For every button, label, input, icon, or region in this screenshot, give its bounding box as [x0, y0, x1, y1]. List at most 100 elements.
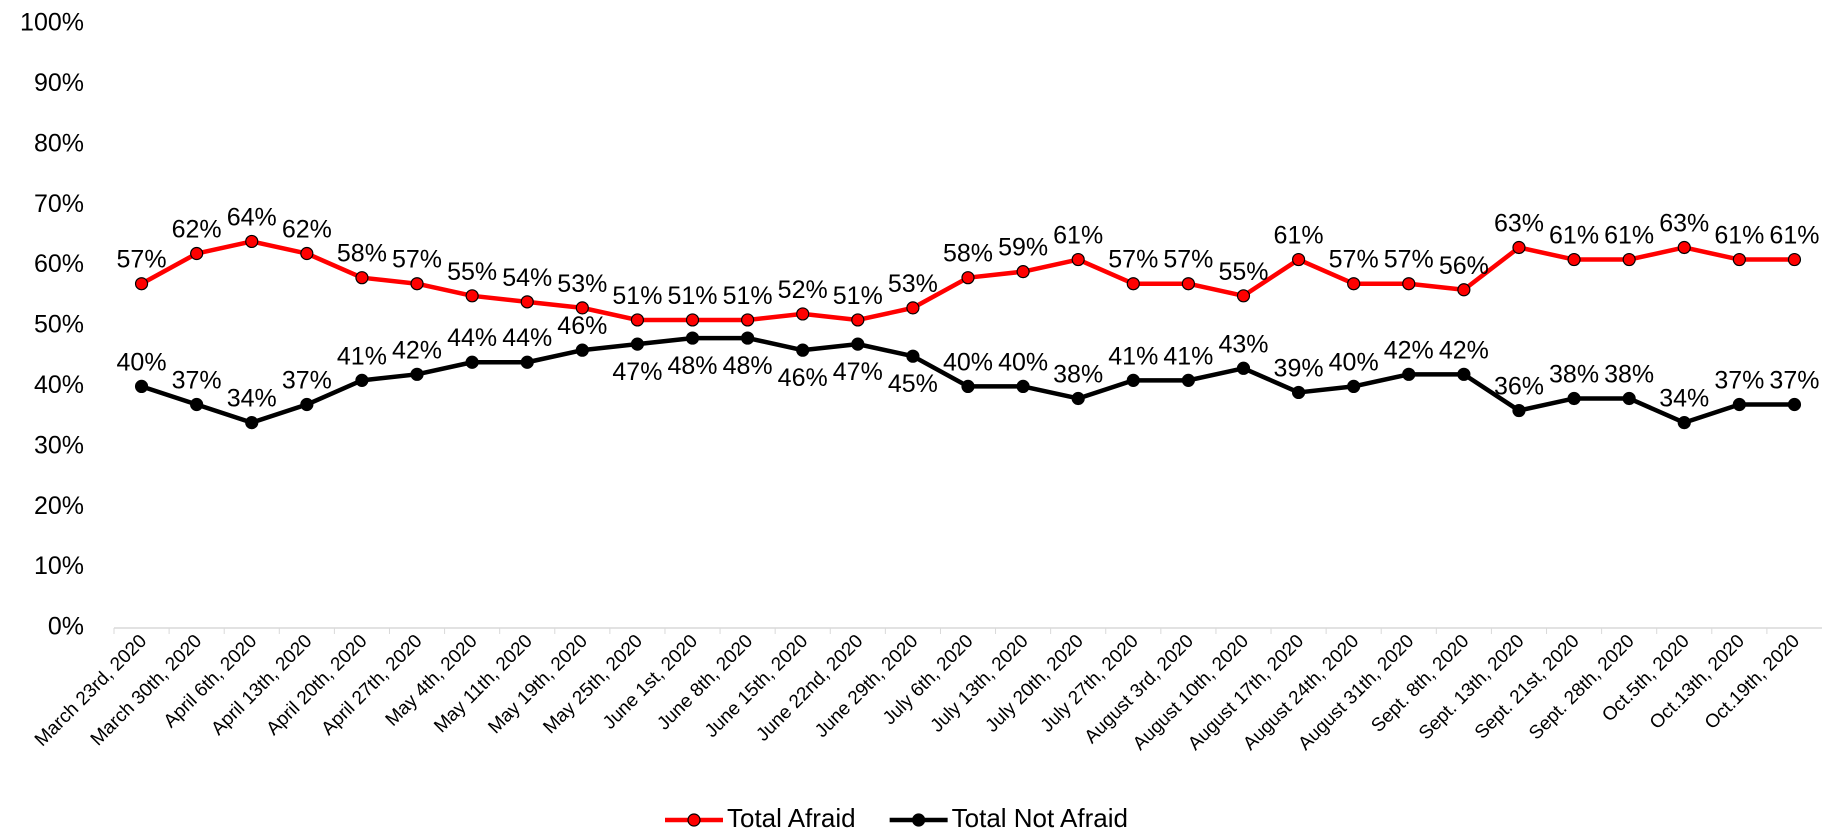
data-point: [1126, 373, 1140, 387]
data-label: 36%: [1494, 373, 1544, 401]
data-label: 39%: [1274, 354, 1324, 382]
data-point: [1512, 240, 1526, 255]
data-point: [410, 367, 424, 381]
data-label: 61%: [1769, 222, 1819, 250]
data-label: 41%: [1108, 342, 1158, 370]
data-point: [520, 295, 534, 309]
data-label: 42%: [392, 336, 442, 364]
data-point: [906, 349, 920, 363]
data-label: 41%: [337, 342, 387, 370]
data-label: 45%: [888, 370, 938, 398]
data-label: 52%: [778, 276, 828, 304]
data-label: 37%: [282, 367, 332, 395]
data-point: [1236, 361, 1251, 375]
data-label: 53%: [557, 270, 607, 298]
y-tick-label: 0%: [48, 613, 84, 641]
data-label: 62%: [282, 216, 332, 244]
data-point: [1402, 277, 1416, 291]
data-point: [1787, 252, 1802, 267]
data-label: 38%: [1053, 360, 1103, 388]
data-label: 40%: [117, 348, 167, 376]
data-point: [796, 307, 810, 321]
data-point: [1347, 277, 1361, 291]
x-tick-label: Sept. 8th, 2020: [1367, 631, 1473, 737]
data-label: 44%: [502, 324, 552, 352]
data-label: 57%: [392, 246, 442, 274]
data-point: [1236, 289, 1251, 303]
y-tick-label: 30%: [34, 431, 84, 459]
data-label: 61%: [1274, 222, 1324, 250]
data-label: 53%: [888, 270, 938, 298]
data-point: [1677, 416, 1691, 430]
y-tick-label: 80%: [34, 129, 84, 157]
data-label: 57%: [1384, 246, 1434, 274]
data-label: 57%: [1108, 246, 1158, 274]
data-label: 55%: [447, 258, 497, 286]
x-tick-label: April 27th, 2020: [318, 631, 427, 740]
data-point: [465, 289, 479, 303]
x-tick-label: April 13th, 2020: [207, 631, 316, 740]
data-point: [1126, 277, 1140, 291]
data-label: 64%: [227, 203, 277, 231]
legend-marker: [687, 813, 701, 827]
data-label: 47%: [612, 358, 662, 386]
data-point: [796, 343, 810, 357]
data-point: [1567, 391, 1581, 406]
data-point: [465, 355, 479, 369]
data-point: [520, 355, 534, 369]
y-tick-label: 20%: [34, 492, 84, 520]
data-point: [961, 379, 975, 393]
data-point: [1071, 252, 1085, 267]
data-point: [190, 246, 204, 261]
data-point: [961, 271, 975, 285]
data-point: [1457, 367, 1471, 381]
y-tick-label: 60%: [34, 250, 84, 278]
data-point: [134, 379, 149, 393]
x-tick-label: June 1st, 2020: [599, 631, 702, 734]
data-label: 41%: [1163, 342, 1213, 370]
data-point: [1071, 391, 1085, 406]
data-point: [685, 331, 700, 345]
x-tick-label: May 19th, 2020: [484, 631, 591, 738]
data-point: [1732, 397, 1746, 412]
data-point: [1732, 252, 1746, 267]
data-label: 42%: [1384, 336, 1434, 364]
x-tick-label: Oct.13th, 2020: [1646, 631, 1749, 734]
legend-marker: [912, 813, 926, 827]
data-point: [1787, 397, 1802, 412]
legend-label: Total Not Afraid: [952, 803, 1128, 833]
data-label: 51%: [667, 282, 717, 310]
data-point: [1181, 277, 1195, 291]
data-label: 48%: [667, 352, 717, 380]
data-label: 54%: [502, 264, 552, 292]
data-point: [355, 271, 369, 285]
data-label: 46%: [778, 364, 828, 392]
data-point: [300, 246, 314, 261]
x-tick-label: July 27th, 2020: [1037, 631, 1143, 737]
data-label: 42%: [1439, 336, 1489, 364]
data-label: 59%: [998, 234, 1048, 262]
data-label: 63%: [1659, 209, 1709, 237]
data-point: [1402, 367, 1416, 381]
data-label: 55%: [1218, 258, 1268, 286]
data-point: [355, 373, 369, 387]
data-label: 40%: [943, 348, 993, 376]
data-label: 44%: [447, 324, 497, 352]
y-tick-label: 70%: [34, 190, 84, 218]
data-point: [134, 277, 149, 291]
x-tick-label: July 20th, 2020: [982, 631, 1088, 737]
y-tick-label: 40%: [34, 371, 84, 399]
data-point: [630, 313, 645, 327]
data-point: [1291, 385, 1306, 400]
legend-label: Total Afraid: [727, 803, 856, 833]
data-label: 37%: [1714, 367, 1764, 395]
data-label: 47%: [833, 358, 883, 386]
data-point: [1622, 252, 1636, 267]
data-label: 61%: [1714, 222, 1764, 250]
data-point: [575, 343, 589, 357]
data-label: 51%: [723, 282, 773, 310]
data-point: [1512, 403, 1526, 418]
data-point: [1677, 240, 1691, 255]
data-label: 57%: [117, 246, 167, 274]
